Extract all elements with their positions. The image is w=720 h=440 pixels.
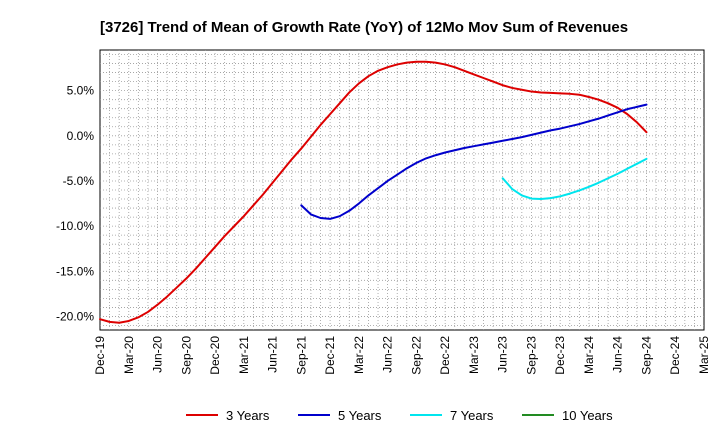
y-tick-label: -20.0%	[56, 309, 94, 323]
x-tick-label: Jun-21	[266, 336, 280, 373]
series-line-7-years	[501, 157, 648, 201]
x-tick-label: Sep-22	[409, 336, 423, 375]
x-tick-label: Jun-24	[611, 336, 625, 373]
x-tick-label: Sep-21	[294, 336, 308, 375]
x-tick-label: Dec-23	[553, 336, 567, 375]
y-tick-label: 0.0%	[67, 129, 95, 143]
x-tick-label: Mar-24	[582, 336, 596, 374]
x-tick-label: Dec-21	[323, 336, 337, 375]
x-axis-ticks: Dec-19 Mar-20 Jun-20 Sep-20 Dec-20 Mar-21 Jun-…	[93, 336, 711, 375]
x-tick-label: Mar-20	[122, 336, 136, 374]
x-tick-label: Mar-25	[697, 336, 711, 374]
plot-area	[99, 49, 705, 331]
x-tick-label: Dec-20	[208, 336, 222, 375]
x-tick-label: Jun-23	[496, 336, 510, 373]
y-tick-label: -10.0%	[56, 219, 94, 233]
x-tick-label: Sep-20	[179, 336, 193, 375]
x-tick-label: Dec-24	[668, 336, 682, 375]
legend: 3 Years 5 Years 7 Years 10 Years	[186, 408, 613, 423]
x-tick-label: Dec-19	[93, 336, 107, 375]
y-tick-label: -5.0%	[63, 174, 95, 188]
x-tick-label: Mar-21	[237, 336, 251, 374]
legend-label-10-years: 10 Years	[562, 408, 613, 423]
x-tick-label: Mar-22	[352, 336, 366, 374]
y-tick-label: -15.0%	[56, 264, 94, 278]
legend-label-7-years: 7 Years	[450, 408, 494, 423]
x-tick-label: Mar-23	[467, 336, 481, 374]
y-axis-ticks: 5.0% 0.0% -5.0% -10.0% -15.0% -20.0%	[56, 84, 94, 324]
chart-title: [3726] Trend of Mean of Growth Rate (YoY…	[100, 19, 628, 36]
legend-label-3-years: 3 Years	[226, 408, 270, 423]
x-tick-label: Jun-20	[151, 336, 165, 373]
y-tick-label: 5.0%	[67, 84, 95, 98]
series-line-3-years	[99, 60, 648, 324]
x-tick-label: Dec-22	[438, 336, 452, 375]
x-tick-label: Jun-22	[381, 336, 395, 373]
series-lines	[99, 60, 648, 324]
series-line-5-years	[300, 103, 648, 220]
legend-label-5-years: 5 Years	[338, 408, 382, 423]
x-tick-label: Sep-23	[524, 336, 538, 375]
x-tick-label: Sep-24	[639, 336, 653, 375]
